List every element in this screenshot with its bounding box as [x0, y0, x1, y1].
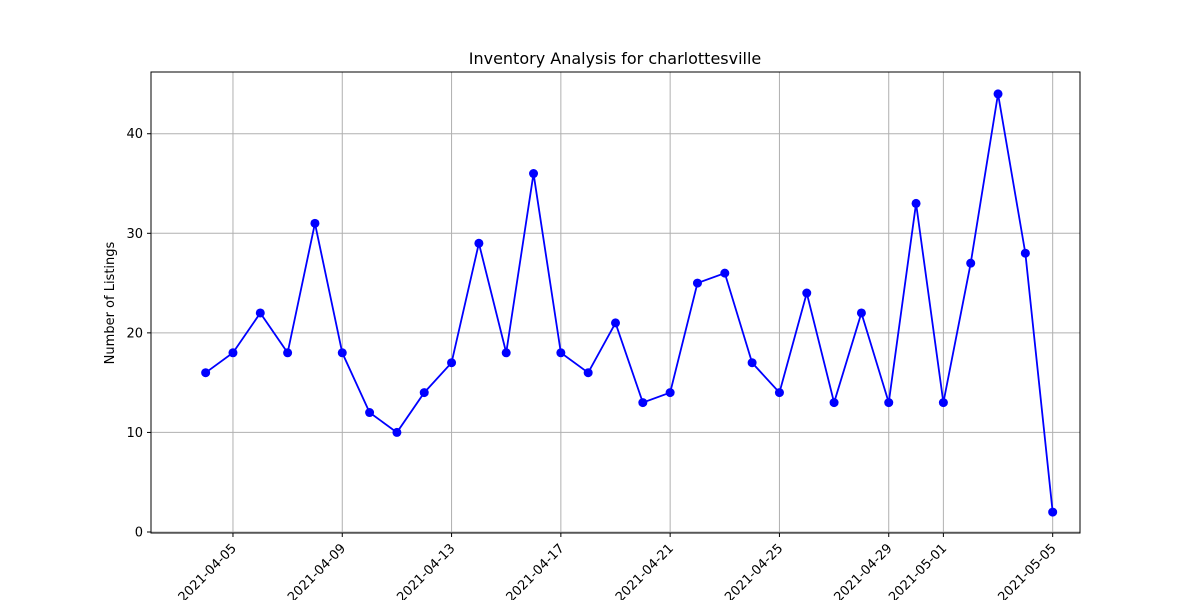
- data-point: [228, 348, 238, 358]
- data-point: [255, 308, 265, 318]
- data-point: [747, 358, 757, 368]
- x-tick-label: 2021-04-09: [285, 541, 349, 600]
- data-point: [501, 348, 511, 358]
- data-point: [529, 169, 539, 179]
- data-point: [201, 368, 211, 378]
- x-tick-label: 2021-04-21: [613, 541, 677, 600]
- x-tick-label: 2021-04-29: [832, 541, 896, 600]
- data-point: [638, 398, 648, 408]
- grid-layer: [151, 72, 1080, 533]
- x-tick-label: 2021-04-25: [722, 541, 786, 600]
- data-point: [720, 268, 730, 278]
- data-point: [938, 398, 948, 408]
- data-point: [1048, 507, 1058, 517]
- data-point: [802, 288, 812, 298]
- y-tick-label: 10: [126, 426, 143, 441]
- plot-frame: [150, 71, 1081, 534]
- x-tick-label: 2021-04-05: [176, 541, 240, 600]
- y-tick-label: 40: [126, 127, 143, 142]
- data-point: [692, 278, 702, 288]
- data-point: [665, 388, 675, 398]
- data-point: [611, 318, 620, 328]
- data-point: [556, 348, 566, 358]
- data-point: [884, 398, 894, 408]
- point-layer: [201, 89, 1058, 517]
- data-point: [911, 198, 921, 208]
- data-point: [993, 89, 1003, 99]
- chart-title: Inventory Analysis for charlottesville: [469, 49, 762, 68]
- data-point: [829, 398, 839, 408]
- x-tick-label: 2021-05-05: [995, 541, 1059, 600]
- data-point: [966, 258, 976, 268]
- data-point: [283, 348, 293, 358]
- series-line: [205, 93, 1054, 513]
- data-point: [583, 368, 593, 378]
- data-point: [337, 348, 347, 358]
- y-tick-label: 30: [126, 227, 143, 242]
- x-tick-label: 2021-04-17: [504, 541, 568, 600]
- data-point: [419, 388, 429, 398]
- data-point: [474, 238, 484, 248]
- data-point: [310, 218, 320, 228]
- data-point: [392, 427, 402, 437]
- data-point: [856, 308, 866, 318]
- data-point: [447, 358, 457, 368]
- x-tick-label: 2021-04-13: [394, 541, 458, 600]
- y-tick-label: 0: [135, 526, 143, 541]
- data-point: [1020, 248, 1030, 258]
- y-axis-label: Number of Listings: [103, 241, 118, 364]
- data-point: [365, 408, 375, 418]
- data-point: [774, 388, 784, 398]
- x-tick-label: 2021-05-01: [886, 541, 950, 600]
- y-tick-label: 20: [126, 326, 143, 341]
